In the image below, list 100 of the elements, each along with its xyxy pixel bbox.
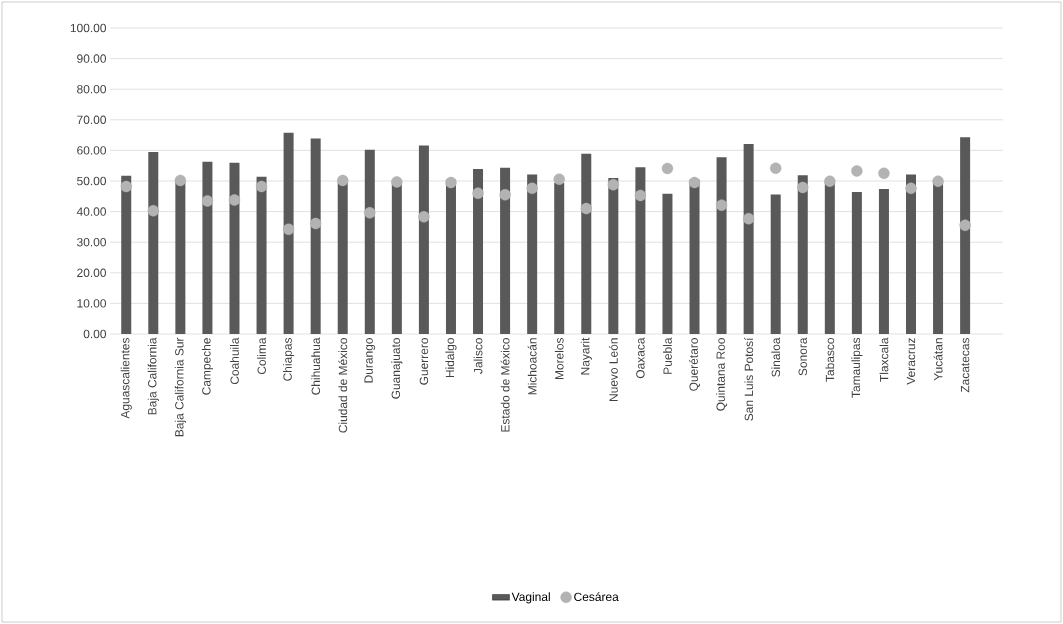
point [959, 219, 971, 232]
bar [121, 175, 132, 334]
x-tick-label: Nayarit [580, 337, 592, 375]
point [282, 223, 295, 236]
bar [797, 175, 808, 334]
x-tick-label: Yucátan [933, 338, 943, 381]
x-tick-label: Durango [364, 338, 376, 383]
bar [337, 181, 348, 334]
x-tick-label: Zacatecas [960, 337, 970, 393]
y-tick-label: 90.00 [77, 54, 107, 63]
bar [635, 167, 646, 334]
bar [960, 137, 971, 334]
x-tick-label: Tlaxcala [879, 337, 889, 382]
bar [148, 151, 159, 334]
legend-label: Vaginal [511, 592, 550, 604]
point [499, 189, 511, 201]
x-tick-label: Nuevo León [608, 338, 618, 402]
point [445, 176, 457, 189]
bar [851, 192, 862, 334]
point [770, 162, 782, 174]
x-tick-label: Baja California [147, 337, 159, 415]
legend-label: Cesárea [574, 592, 619, 602]
point [851, 165, 863, 177]
bar [418, 145, 429, 334]
bar [662, 193, 673, 334]
bar [770, 194, 781, 334]
x-tick-label: Tamaulipas [851, 337, 863, 398]
x-tick-label: Guanajuato [391, 338, 403, 399]
x-tick-label: Campeche [201, 338, 213, 395]
bar [256, 176, 267, 334]
point [337, 174, 349, 187]
point [905, 182, 917, 195]
bar [581, 153, 592, 334]
bar [310, 138, 321, 334]
x-tick-label: Colima [257, 337, 266, 375]
point [147, 204, 159, 217]
bar [527, 174, 538, 334]
point [634, 189, 647, 202]
x-tick-label: Sinaloa [771, 337, 781, 377]
y-tick-label: 60.00 [77, 146, 107, 155]
point [309, 217, 322, 230]
x-tick-label: Chiapas [283, 337, 295, 381]
y-tick-label: 50.00 [77, 176, 107, 186]
point [391, 176, 403, 188]
x-tick-label: San Luis Potosí [744, 337, 754, 421]
x-tick-label: Baja California Sur [174, 337, 186, 437]
point [255, 180, 268, 193]
point [228, 194, 241, 206]
bar [554, 182, 565, 334]
point [824, 175, 836, 187]
bar [364, 149, 375, 334]
point [607, 178, 620, 191]
point [742, 212, 755, 225]
bar [743, 143, 754, 334]
bar [608, 177, 619, 334]
bar [906, 174, 916, 334]
x-tick-label: Ciudad de México [338, 338, 348, 433]
point [201, 195, 214, 207]
y-tick-label: 40.00 [76, 207, 107, 216]
y-tick-label: 10.00 [77, 299, 107, 308]
y-tick-label: 0.00 [83, 329, 107, 339]
y-tick-label: 100.00 [70, 23, 107, 33]
point [120, 180, 132, 193]
point [878, 167, 890, 180]
bar [202, 161, 213, 334]
x-tick-label: Querétaro [688, 338, 701, 391]
point [472, 187, 484, 199]
x-tick-label: Chihuahua [311, 337, 321, 395]
point [932, 175, 944, 187]
x-tick-label: Puebla [663, 337, 672, 374]
x-tick-label: Jalisco [473, 338, 483, 374]
bar [473, 169, 484, 334]
x-tick-label: Hidalgo [445, 338, 457, 378]
bar [716, 157, 727, 334]
y-tick-label: 20.00 [77, 268, 107, 278]
bar [283, 132, 294, 334]
bar [500, 167, 511, 334]
x-tick-label: Sonora [798, 337, 807, 376]
x-tick-label: Michoacán [527, 338, 537, 395]
y-tick-label: 80.00 [77, 84, 107, 94]
bar [175, 181, 186, 334]
x-tick-label: Aguascalientes [120, 337, 132, 419]
x-tick-label: Guerrero [419, 338, 429, 385]
point [688, 176, 701, 189]
point [553, 173, 565, 185]
x-tick-label: Oaxaca [636, 337, 645, 379]
x-tick-label: Coahuila [230, 337, 239, 385]
point [580, 202, 592, 215]
point [715, 199, 728, 211]
x-tick-label: Tabasco [825, 338, 835, 382]
point [526, 182, 538, 195]
x-tick-label: Morelos [554, 337, 564, 380]
x-tick-label: Estado de México [500, 338, 510, 432]
x-tick-label: Veracruz [906, 338, 916, 385]
y-tick-label: 70.00 [77, 115, 107, 125]
x-tick-label: Quintana Roo [716, 338, 728, 411]
point [364, 207, 376, 219]
point [174, 174, 187, 187]
y-tick-label: 30.00 [77, 237, 107, 247]
bar [878, 188, 889, 334]
